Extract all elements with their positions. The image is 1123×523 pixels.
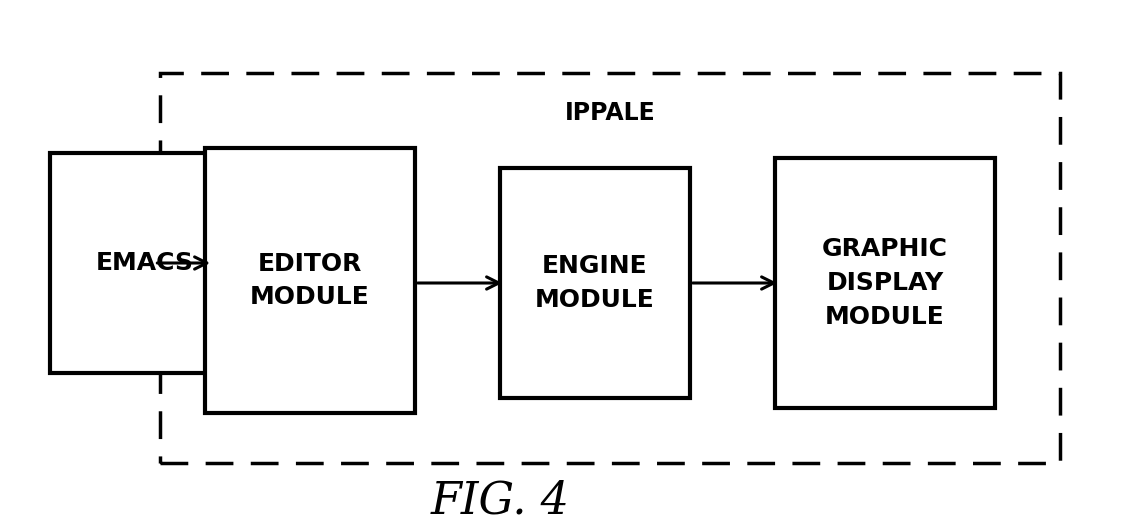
Bar	[51, 153, 240, 373]
Bar	[206, 148, 416, 413]
Text: EDITOR
MODULE: EDITOR MODULE	[250, 252, 369, 309]
Bar	[159, 73, 1060, 463]
Text: EMACS: EMACS	[95, 251, 194, 275]
Bar	[500, 168, 690, 398]
Bar	[775, 158, 995, 408]
Text: GRAPHIC
DISPLAY
MODULE: GRAPHIC DISPLAY MODULE	[822, 237, 948, 328]
Text: IPPALE: IPPALE	[565, 101, 656, 125]
Text: FIG. 4: FIG. 4	[430, 480, 569, 522]
Text: ENGINE
MODULE: ENGINE MODULE	[536, 254, 655, 312]
